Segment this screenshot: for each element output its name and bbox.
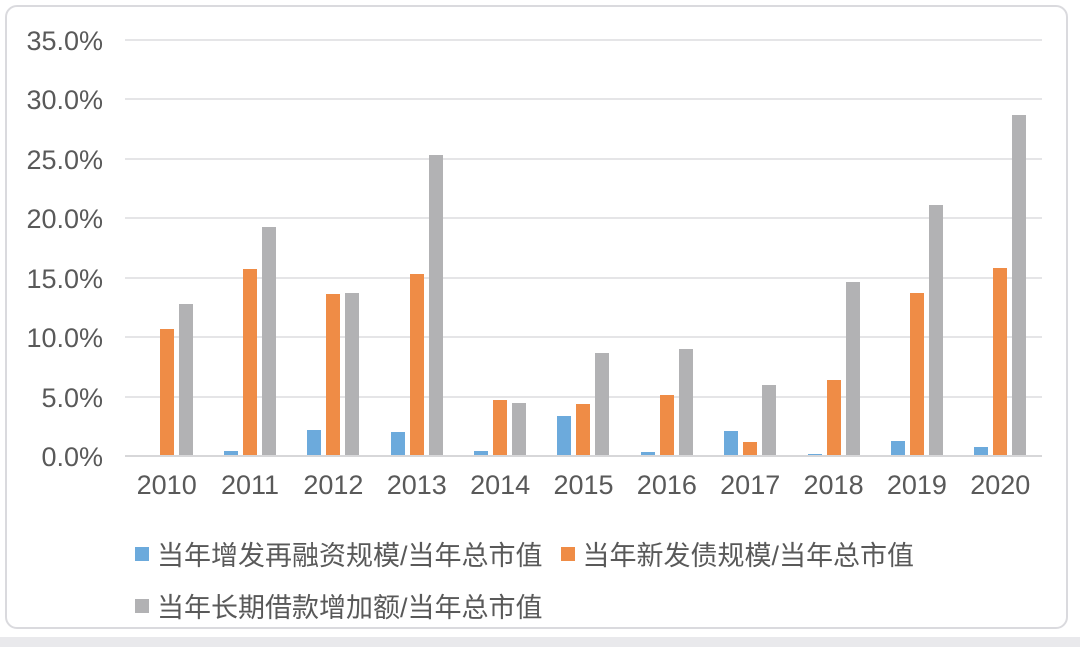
legend-swatch-icon	[135, 546, 149, 561]
bar-2018-series0	[807, 453, 822, 456]
bar-2017-series2	[762, 384, 777, 456]
bar-2014-series2	[512, 402, 527, 456]
x-tick-label-2016: 2016	[636, 470, 697, 500]
x-axis-line	[125, 455, 1042, 457]
x-tick-label-2018: 2018	[803, 470, 864, 500]
x-tick-label-2019: 2019	[886, 470, 947, 500]
bar-2014-series0	[474, 451, 489, 456]
bar-2015-series1	[576, 403, 591, 456]
y-tick-label: 10.0%	[26, 323, 103, 354]
bar-group-2012	[292, 40, 375, 456]
legend-item-series2: 当年长期借款增加额/当年总市值	[135, 586, 543, 625]
x-tick-label-2020: 2020	[970, 470, 1031, 500]
bar-group-2018	[792, 40, 875, 456]
gridline-25pct	[125, 157, 1042, 160]
x-tick-label-2010: 2010	[136, 470, 197, 500]
bar-2012-series0	[307, 429, 322, 456]
bar-series-container	[125, 40, 1042, 456]
bar-2016-series1	[659, 395, 674, 456]
y-tick-label: 35.0%	[26, 26, 103, 56]
bar-2019-series0	[890, 440, 905, 456]
bar-2019-series2	[928, 205, 943, 456]
gridline-15pct	[125, 276, 1042, 279]
bar-2011-series2	[262, 226, 277, 456]
bar-group-2020	[959, 40, 1042, 456]
bar-2016-series0	[640, 452, 655, 456]
bar-2020-series1	[993, 268, 1008, 456]
bar-group-2011	[208, 40, 291, 456]
bar-2020-series0	[974, 446, 989, 456]
bar-2015-series2	[595, 352, 610, 456]
bar-2020-series2	[1012, 114, 1027, 456]
bar-2017-series1	[743, 441, 758, 456]
legend-label: 当年长期借款增加额/当年总市值	[157, 593, 543, 623]
bar-2013-series0	[390, 432, 405, 456]
x-tick-label-2015: 2015	[553, 470, 614, 500]
gridline-5pct	[125, 395, 1042, 398]
gridline-10pct	[125, 336, 1042, 339]
legend-swatch-icon	[560, 546, 575, 561]
bar-2014-series1	[493, 400, 508, 456]
bar-2012-series2	[345, 293, 360, 456]
x-tick-label-2013: 2013	[386, 470, 447, 500]
plot-area	[125, 39, 1042, 457]
x-tick-label-2014: 2014	[470, 470, 531, 500]
bar-group-2016	[625, 40, 708, 456]
bar-2013-series1	[409, 274, 424, 456]
bar-group-2015	[542, 40, 625, 456]
legend-row-2: 当年长期借款增加额/当年总市值	[135, 586, 543, 625]
legend-label: 当年新发债规模/当年总市值	[582, 541, 915, 571]
bar-2011-series0	[224, 451, 239, 456]
legend-swatch-icon	[135, 598, 149, 613]
gridline-35pct	[125, 39, 1042, 41]
legend-item-series1: 当年新发债规模/当年总市值	[560, 534, 915, 573]
y-tick-label: 5.0%	[41, 382, 103, 413]
x-tick-label-2012: 2012	[303, 470, 364, 500]
bar-2018-series2	[845, 282, 860, 456]
bar-group-2010	[125, 40, 208, 456]
bar-group-2014	[458, 40, 541, 456]
bar-2019-series1	[909, 293, 924, 456]
gridline-20pct	[125, 217, 1042, 220]
bar-2011-series1	[243, 269, 258, 456]
bar-2016-series2	[678, 349, 693, 456]
y-tick-label: 20.0%	[26, 204, 103, 235]
legend-row-1: 当年增发再融资规模/当年总市值 当年新发债规模/当年总市值	[135, 534, 914, 573]
bar-group-2019	[875, 40, 958, 456]
chart-card: 0.0% 5.0% 10.0% 15.0% 20.0% 25.0% 30.0% 35.0% 2…	[5, 5, 1068, 629]
bar-group-2013	[375, 40, 458, 456]
bar-2013-series2	[428, 155, 443, 456]
bar-2010-series1	[159, 328, 174, 456]
bottom-edge-strip	[0, 637, 1080, 647]
y-tick-label: 0.0%	[41, 442, 103, 472]
bar-2010-series2	[178, 303, 193, 456]
x-axis-category-labels: 2010 2011 2012 2013 2014 2015 2016 2017 2018 2019…	[125, 470, 1042, 501]
bar-group-2017	[709, 40, 792, 456]
gridline-30pct	[125, 98, 1042, 101]
bar-2015-series0	[557, 415, 572, 456]
bar-2012-series1	[326, 294, 341, 456]
x-tick-label-2011: 2011	[221, 470, 280, 500]
bar-2017-series0	[724, 431, 739, 456]
bar-2018-series1	[826, 379, 841, 456]
legend-label: 当年增发再融资规模/当年总市值	[157, 541, 543, 571]
x-tick-label-2017: 2017	[720, 470, 781, 500]
y-tick-label: 25.0%	[26, 144, 103, 175]
legend-item-series0: 当年增发再融资规模/当年总市值	[135, 534, 543, 573]
y-tick-label: 15.0%	[26, 263, 103, 294]
y-tick-label: 30.0%	[26, 85, 103, 116]
